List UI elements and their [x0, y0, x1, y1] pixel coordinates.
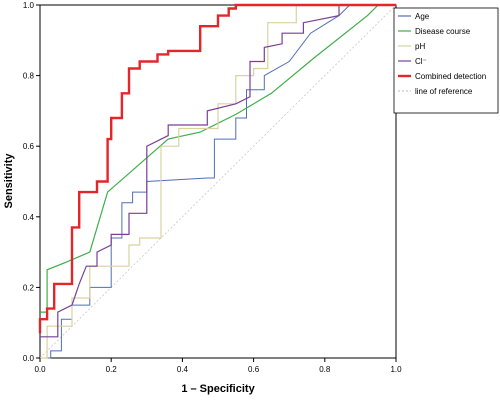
- y-tick-label: 0.4: [23, 213, 35, 222]
- series-line-line-of-reference: [39, 4, 397, 359]
- legend-label-combined-detection: Combined detection: [415, 72, 486, 81]
- legend-label-cl: Cl⁻: [415, 57, 427, 66]
- y-tick-label: 0.8: [23, 72, 35, 81]
- x-tick-label: 1.0: [390, 365, 402, 374]
- legend-box: [393, 7, 499, 114]
- x-axis-title: 1 – Specificity: [181, 383, 255, 395]
- x-tick-label: 0.2: [106, 365, 118, 374]
- legend-label-ph: pH: [415, 42, 425, 51]
- reference-line-layer: [39, 4, 397, 359]
- series-line-cl: [40, 4, 396, 338]
- y-tick-label: 0.6: [23, 142, 35, 151]
- legend-label-age: Age: [415, 12, 430, 21]
- x-tick-label: 0.8: [319, 365, 331, 374]
- series-line-disease-course: [40, 4, 396, 313]
- plot-area: [39, 4, 397, 359]
- series-layer: [38, 3, 396, 359]
- y-tick-label: 0.2: [23, 283, 35, 292]
- axis-ticks: 0.0 0.2 0.4 0.6 0.8 1.0 0.0 0.2 0.4 0.6 0.8 1.0: [23, 1, 402, 374]
- legend-label-disease-course: Disease course: [415, 27, 471, 36]
- y-tick-label: 0.0: [23, 354, 35, 363]
- x-tick-label: 0.4: [177, 365, 189, 374]
- y-axis-title: Sensitivity: [3, 153, 15, 209]
- x-tick-label: 0.6: [248, 365, 260, 374]
- y-tick-label: 1.0: [23, 1, 35, 10]
- series-line-combined-detection: [38, 3, 396, 334]
- legend: Age Disease course pH Cl⁻ Combined detection…: [398, 12, 486, 96]
- legend-label-line-of-reference: line of reference: [415, 87, 473, 96]
- x-tick-label: 0.0: [34, 365, 46, 374]
